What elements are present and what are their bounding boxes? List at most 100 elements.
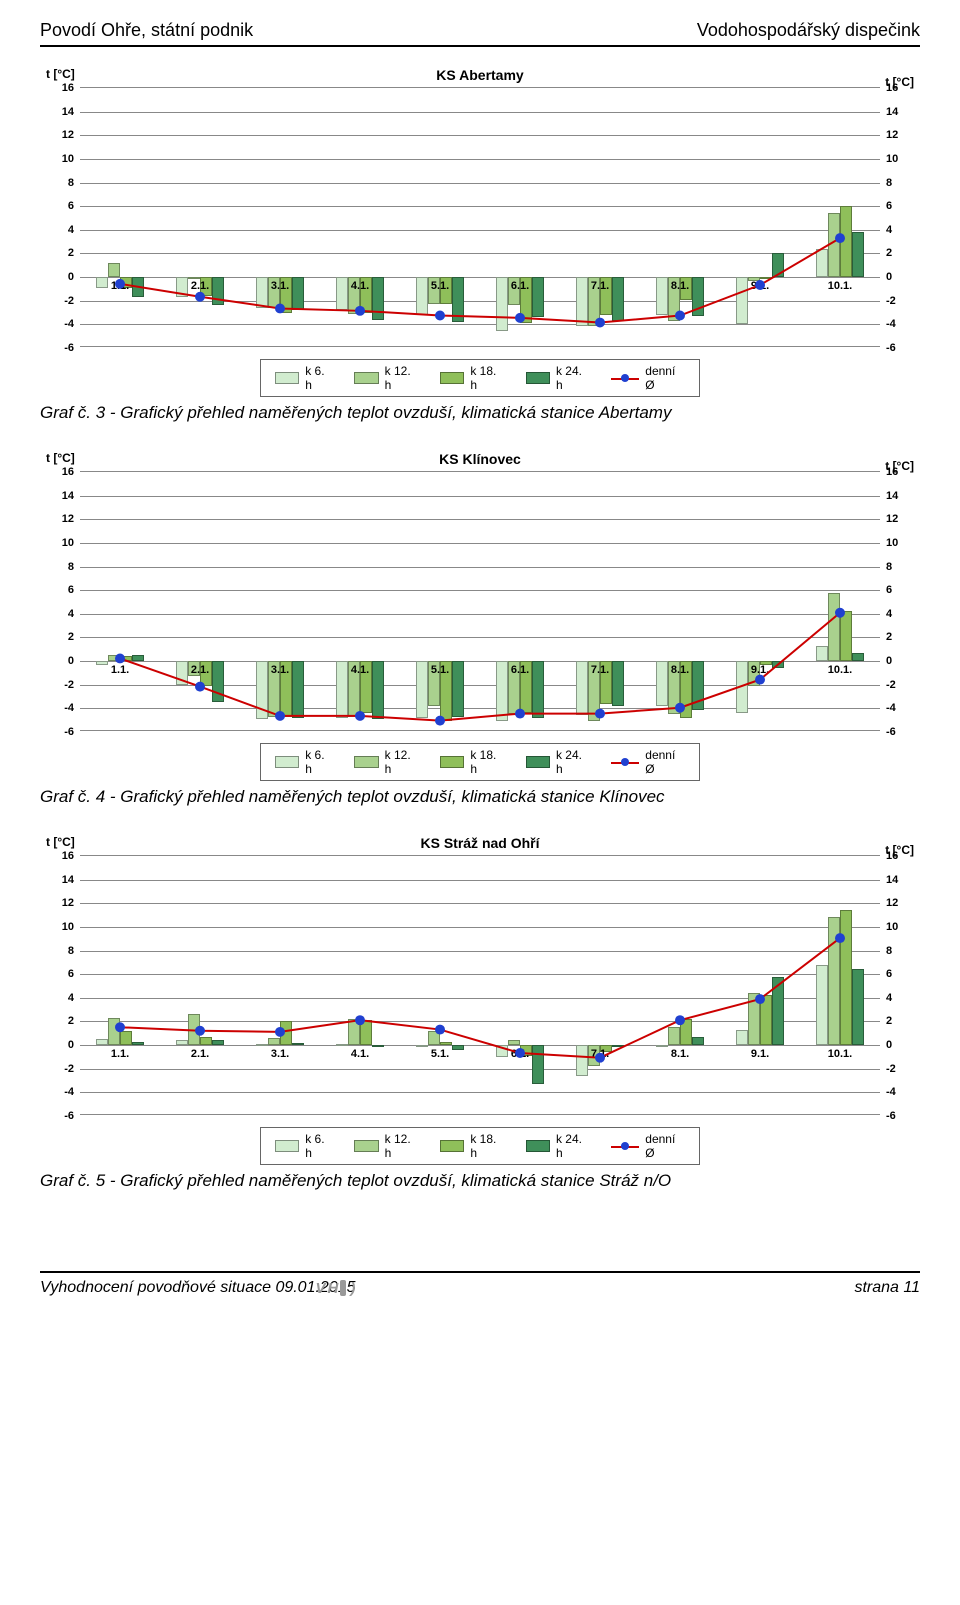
- legend-label: k 24. h: [556, 1132, 589, 1160]
- ytick-left: 10: [50, 537, 74, 549]
- ytick-left: 16: [50, 850, 74, 862]
- daily-avg-marker: [835, 233, 845, 243]
- legend-label: k 18. h: [470, 364, 503, 392]
- y-axis-label-left: t [°C]: [46, 835, 75, 849]
- daily-avg-marker: [515, 1048, 525, 1058]
- ytick-left: -2: [50, 295, 74, 307]
- chart-caption: Graf č. 4 - Grafický přehled naměřených …: [40, 787, 920, 807]
- ytick-right: 8: [886, 561, 910, 573]
- header-rule: [40, 45, 920, 47]
- ytick-left: 8: [50, 561, 74, 573]
- ytick-right: -6: [886, 342, 910, 354]
- ytick-left: -6: [50, 726, 74, 738]
- legend-item: k 12. h: [354, 364, 418, 392]
- line-overlay: [80, 856, 880, 1114]
- legend-item: k 18. h: [440, 364, 504, 392]
- ytick-right: -6: [886, 1110, 910, 1122]
- ytick-left: 4: [50, 608, 74, 620]
- legend-swatch: [354, 372, 378, 384]
- daily-avg-marker: [195, 292, 205, 302]
- ytick-right: 0: [886, 1039, 910, 1051]
- chart-block-abertamy: KS Abertamyt [°C]t [°C]-6-6-4-4-2-200224…: [40, 67, 920, 423]
- legend-item: k 24. h: [526, 748, 590, 776]
- ytick-right: -2: [886, 295, 910, 307]
- daily-avg-marker: [435, 311, 445, 321]
- ytick-right: 6: [886, 584, 910, 596]
- ytick-right: 4: [886, 608, 910, 620]
- legend-swatch: [275, 1140, 299, 1152]
- ytick-right: 10: [886, 921, 910, 933]
- legend: k 6. hk 12. hk 18. hk 24. hdenní Ø: [260, 359, 700, 397]
- legend-line-marker: [611, 1140, 639, 1152]
- daily-avg-line: [120, 938, 840, 1058]
- legend-swatch: [275, 756, 299, 768]
- daily-avg-marker: [115, 1022, 125, 1032]
- chart-caption: Graf č. 5 - Grafický přehled naměřených …: [40, 1171, 920, 1191]
- daily-avg-marker: [835, 608, 845, 618]
- ytick-right: 2: [886, 1015, 910, 1027]
- ytick-left: 10: [50, 153, 74, 165]
- daily-avg-marker: [595, 1053, 605, 1063]
- chart-abertamy: KS Abertamyt [°C]t [°C]-6-6-4-4-2-200224…: [40, 67, 920, 397]
- ytick-right: 8: [886, 945, 910, 957]
- legend-label: k 6. h: [305, 748, 332, 776]
- legend-line-marker: [611, 756, 639, 768]
- legend-label: denní Ø: [645, 364, 685, 392]
- legend-label: k 6. h: [305, 1132, 332, 1160]
- ytick-right: 2: [886, 247, 910, 259]
- ytick-left: 0: [50, 655, 74, 667]
- legend-swatch: [440, 756, 464, 768]
- legend-item: denní Ø: [611, 1132, 685, 1160]
- chart-title: KS Klínovec: [40, 451, 920, 467]
- daily-avg-marker: [115, 654, 125, 664]
- ytick-left: 14: [50, 874, 74, 886]
- y-axis-label-left: t [°C]: [46, 451, 75, 465]
- page-header: Povodí Ohře, státní podnik Vodohospodářs…: [40, 20, 920, 41]
- ytick-left: 6: [50, 200, 74, 212]
- daily-avg-marker: [595, 709, 605, 719]
- ytick-right: 4: [886, 992, 910, 1004]
- legend-label: k 18. h: [470, 1132, 503, 1160]
- footer-logo: VH): [316, 1280, 356, 1297]
- ytick-right: 8: [886, 177, 910, 189]
- ytick-right: -4: [886, 702, 910, 714]
- daily-avg-marker: [355, 711, 365, 721]
- ytick-left: 12: [50, 513, 74, 525]
- daily-avg-marker: [275, 711, 285, 721]
- legend-swatch: [440, 1140, 464, 1152]
- footer-left: Vyhodnocení povodňové situace 09.01.2015: [40, 1279, 356, 1297]
- ytick-left: 2: [50, 631, 74, 643]
- ytick-left: 16: [50, 82, 74, 94]
- chart-caption: Graf č. 3 - Grafický přehled naměřených …: [40, 403, 920, 423]
- ytick-right: 0: [886, 271, 910, 283]
- legend-item: k 6. h: [275, 364, 332, 392]
- ytick-right: 16: [886, 82, 910, 94]
- daily-avg-marker: [755, 994, 765, 1004]
- daily-avg-line: [120, 238, 840, 322]
- ytick-right: 2: [886, 631, 910, 643]
- ytick-left: 14: [50, 490, 74, 502]
- legend-item: k 12. h: [354, 1132, 418, 1160]
- ytick-left: 0: [50, 1039, 74, 1051]
- daily-avg-marker: [675, 311, 685, 321]
- chart-straz: KS Stráž nad Ohřít [°C]t [°C]-6-6-4-4-2-…: [40, 835, 920, 1165]
- header-left: Povodí Ohře, státní podnik: [40, 20, 253, 41]
- legend-swatch: [354, 756, 378, 768]
- legend-label: denní Ø: [645, 748, 685, 776]
- daily-avg-marker: [355, 1015, 365, 1025]
- ytick-right: -2: [886, 1063, 910, 1075]
- ytick-left: -2: [50, 679, 74, 691]
- line-overlay: [80, 88, 880, 346]
- daily-avg-marker: [515, 709, 525, 719]
- ytick-left: -6: [50, 1110, 74, 1122]
- legend-label: k 24. h: [556, 748, 589, 776]
- ytick-right: -6: [886, 726, 910, 738]
- daily-avg-marker: [755, 675, 765, 685]
- daily-avg-marker: [435, 716, 445, 726]
- legend-line-marker: [611, 372, 639, 384]
- line-overlay: [80, 472, 880, 730]
- ytick-left: -4: [50, 702, 74, 714]
- ytick-right: 10: [886, 153, 910, 165]
- daily-avg-marker: [595, 318, 605, 328]
- plot-area: -6-6-4-4-2-2002244668810101212141416161.…: [80, 855, 880, 1115]
